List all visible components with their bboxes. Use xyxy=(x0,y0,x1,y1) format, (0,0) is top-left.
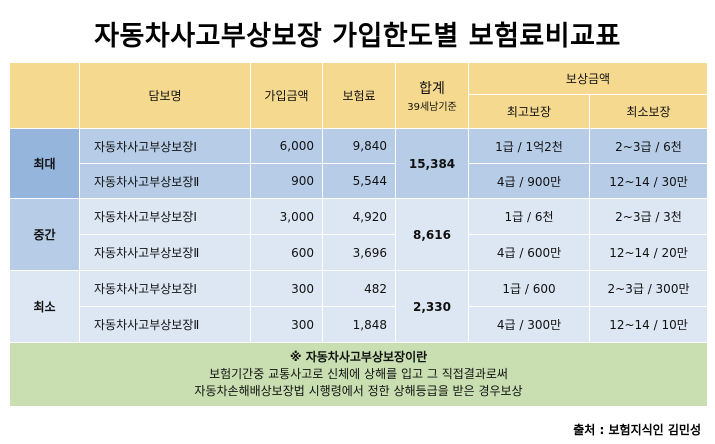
header-coverage: 담보명 xyxy=(79,62,251,129)
header-total-cell: 합계 39세남기준 xyxy=(395,62,469,129)
header-row-1: 담보명 가입금액 보험료 합계 39세남기준 보상금액 xyxy=(9,62,709,129)
amount-cell: 600 xyxy=(250,234,323,271)
note-line-1: 보험기간중 교통사고로 신체에 상해를 입고 그 직접결과로써 xyxy=(209,367,508,381)
premium-comparison-table: 담보명 가입금액 보험료 합계 39세남기준 보상금액 최고보장 최소보장 최대… xyxy=(8,62,709,407)
group-label: 중간 xyxy=(9,198,80,271)
min-benefit-cell: 12~14 / 20만 xyxy=(588,234,709,271)
max-benefit-cell: 4급 / 600만 xyxy=(468,234,590,271)
max-benefit-cell: 4급 / 900만 xyxy=(468,163,590,199)
header-row-2: 최고보장 최소보장 xyxy=(10,94,709,129)
coverage-name: 자동차사고부상보장Ⅰ xyxy=(79,270,251,307)
coverage-name: 자동차사고부상보장Ⅰ xyxy=(79,128,251,164)
amount-cell: 3,000 xyxy=(250,198,323,235)
table-row: 최소 자동차사고부상보장Ⅰ 300 482 2,330 1급 / 600 2~3… xyxy=(9,270,709,343)
max-benefit-cell: 1급 / 600 xyxy=(468,270,590,307)
min-benefit-cell: 12~14 / 10만 xyxy=(588,306,709,343)
header-amount: 가입금액 xyxy=(250,62,323,129)
table-row: 자동차사고부상보장Ⅱ 300 1,848 4급 / 300만 12~14 / 1… xyxy=(10,306,709,343)
max-benefit-cell: 1급 / 6천 xyxy=(468,198,590,235)
table-row: 자동차사고부상보장Ⅱ 600 3,696 4급 / 600만 12~14 / 2… xyxy=(10,234,709,271)
premium-cell: 482 xyxy=(322,270,396,307)
premium-cell: 1,848 xyxy=(322,306,396,343)
coverage-name: 자동차사고부상보장Ⅱ xyxy=(79,306,251,343)
amount-cell: 300 xyxy=(250,270,323,307)
total-cell: 15,384 xyxy=(395,128,469,199)
amount-cell: 300 xyxy=(250,306,323,343)
note-line-2: 자동차손해배상보장법 시행령에서 정한 상해등급을 받은 경우보상 xyxy=(194,384,523,398)
definition-note: ※ 자동차사고부상보장이란 보험기간중 교통사고로 신체에 상해를 입고 그 직… xyxy=(8,342,709,407)
max-benefit-cell: 4급 / 300만 xyxy=(468,306,590,343)
premium-cell: 3,696 xyxy=(322,234,396,271)
header-total: 합계 xyxy=(419,81,445,97)
coverage-name: 자동차사고부상보장Ⅰ xyxy=(79,198,251,235)
header-benefit: 보상금액 xyxy=(467,62,709,95)
max-benefit-cell: 1급 / 1억2천 xyxy=(468,128,590,164)
header-max-benefit: 최고보장 xyxy=(468,94,590,129)
min-benefit-cell: 12~14 / 30만 xyxy=(588,163,709,199)
header-blank xyxy=(9,62,80,129)
premium-cell: 5,544 xyxy=(322,163,396,199)
min-benefit-cell: 2~3급 / 6천 xyxy=(588,128,709,164)
note-row: ※ 자동차사고부상보장이란 보험기간중 교통사고로 신체에 상해를 입고 그 직… xyxy=(8,342,709,407)
amount-cell: 900 xyxy=(250,163,323,199)
source-credit: 출처 : 보험지식인 김민성 xyxy=(573,423,701,437)
total-cell: 8,616 xyxy=(395,198,469,271)
min-benefit-cell: 2~3급 / 3천 xyxy=(588,198,709,235)
table-row: 중간 자동차사고부상보장Ⅰ 3,000 4,920 8,616 1급 / 6천 … xyxy=(9,198,709,271)
group-label: 최대 xyxy=(9,128,80,199)
premium-cell: 4,920 xyxy=(322,198,396,235)
header-total-note: 39세남기준 xyxy=(407,102,457,113)
group-label: 최소 xyxy=(9,270,80,343)
coverage-name: 자동차사고부상보장Ⅱ xyxy=(79,234,251,271)
table-row: 자동차사고부상보장Ⅱ 900 5,544 4급 / 900만 12~14 / 3… xyxy=(10,163,709,199)
header-premium: 보험료 xyxy=(322,62,396,129)
table-row: 최대 자동차사고부상보장Ⅰ 6,000 9,840 15,384 1급 / 1억… xyxy=(9,128,709,199)
total-cell: 2,330 xyxy=(395,270,469,343)
premium-cell: 9,840 xyxy=(322,128,396,164)
note-title: ※ 자동차사고부상보장이란 xyxy=(289,350,428,364)
header-min-benefit: 최소보장 xyxy=(588,94,709,129)
page-title: 자동차사고부상보장 가입한도별 보험료비교표 xyxy=(94,21,621,52)
min-benefit-cell: 2~3급 / 300만 xyxy=(588,270,709,307)
coverage-name: 자동차사고부상보장Ⅱ xyxy=(79,163,251,199)
amount-cell: 6,000 xyxy=(250,128,323,164)
